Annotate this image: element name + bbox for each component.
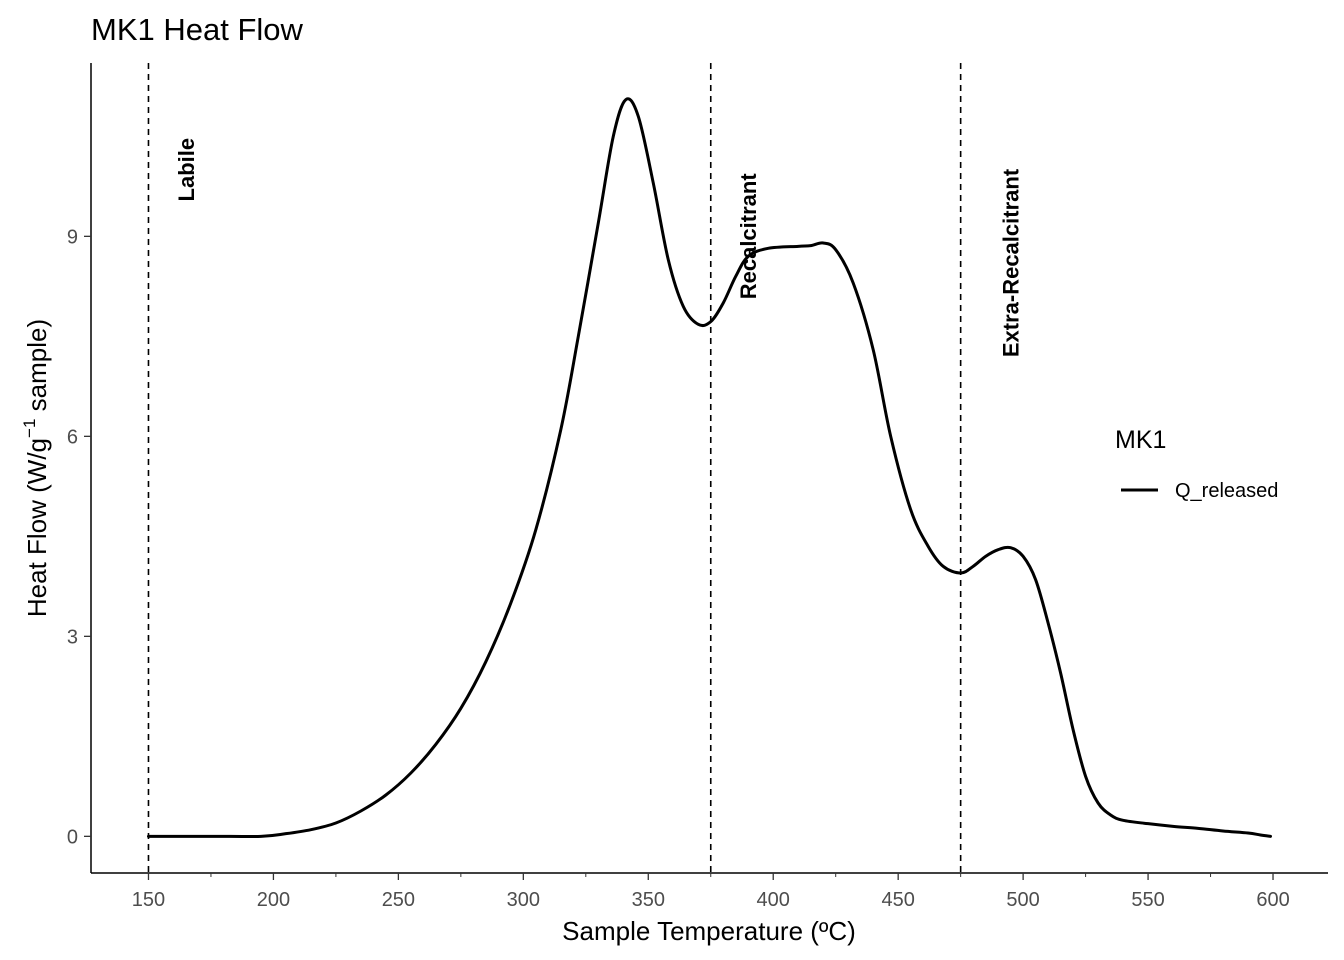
legend: MK1 Q_released [1115,426,1278,502]
x-tick-label: 200 [257,889,290,911]
x-tick-label: 400 [757,889,790,911]
legend-entry-q-released: Q_released [1175,480,1278,502]
region-annotation-label: Labile [174,138,199,202]
series-layer [148,99,1270,837]
series-line-q-released [148,99,1270,837]
y-axis-title: Heat Flow (W/g−1 sample) [20,319,52,617]
x-tick-label: 300 [507,889,540,911]
x-tick-label: 600 [1256,889,1289,911]
y-axis-title-suffix: sample) [22,319,52,419]
legend-title: MK1 [1115,426,1166,454]
x-tick-label: 450 [881,889,914,911]
y-axis-title-main: Heat Flow (W/g [22,438,52,617]
x-axis-ticks: 150 200 250 300 350 400 450 500 550 600 [132,873,1290,911]
x-tick-label: 550 [1131,889,1164,911]
chart-title: MK1 Heat Flow [91,12,304,47]
x-tick-label: 350 [632,889,665,911]
x-tick-label: 250 [382,889,415,911]
y-axis-title-superscript: −1 [20,419,39,438]
region-annotation-label: Extra-Recalcitrant [999,168,1024,357]
y-axis-ticks: 0 3 6 9 [67,226,91,848]
x-tick-label: 150 [132,889,165,911]
region-annotations: Labile Recalcitrant Extra-Recalcitrant [174,138,1024,357]
x-tick-label: 500 [1006,889,1039,911]
x-axis-title: Sample Temperature (ºC) [562,916,856,946]
y-tick-label: 6 [67,426,78,448]
y-tick-label: 3 [67,626,78,648]
region-dividers [148,63,960,873]
y-tick-label: 0 [67,826,78,848]
y-tick-label: 9 [67,226,78,248]
region-annotation-label: Recalcitrant [736,173,761,300]
